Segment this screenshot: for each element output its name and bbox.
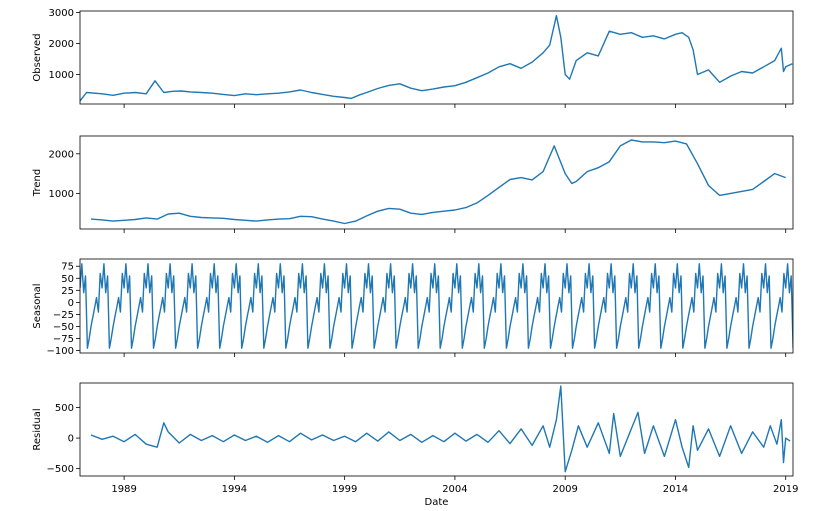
seasonal-ytick-label: −100 <box>47 346 74 357</box>
trend-ytick-label: 1000 <box>49 189 74 200</box>
xtick-label: 2009 <box>552 484 577 495</box>
panels-layer: 1000 2000 3000 Observed 1000 2000 Trend −100−75… <box>32 8 798 495</box>
seasonal-ytick-label: −75 <box>53 334 74 345</box>
trend-series-line <box>90 139 786 225</box>
panel-trend: 1000 2000 Trend <box>32 135 794 233</box>
xtick-label: 2019 <box>773 484 798 495</box>
xtick-label: 1999 <box>332 484 357 495</box>
observed-ytick-label: 1000 <box>49 70 74 81</box>
residual-ytick-label: 500 <box>55 403 74 414</box>
observed-series-line <box>80 15 793 102</box>
residual-axes-frame <box>79 382 794 477</box>
seasonal-ytick-label: −50 <box>53 322 74 333</box>
panel-residual: −500 0 500 1989 1994 1999 2004 2009 2014 2019 Resi… <box>32 382 798 495</box>
trend-axes-frame <box>79 135 794 230</box>
residual-ylabel: Residual <box>32 408 43 450</box>
panel-observed: 1000 2000 3000 Observed <box>32 8 794 108</box>
seasonal-axes-frame <box>79 258 794 354</box>
observed-axes-frame <box>79 10 794 105</box>
seasonal-series-line <box>80 263 793 349</box>
seasonal-ylabel: Seasonal <box>32 283 43 328</box>
seasonal-ytick-label: 25 <box>61 286 74 297</box>
x-axis-label: Date <box>425 497 449 508</box>
residual-ytick-label: 0 <box>68 434 74 445</box>
observed-ytick-label: 2000 <box>49 39 74 50</box>
xtick-label: 1989 <box>111 484 136 495</box>
xtick-label: 2004 <box>442 484 467 495</box>
trend-ylabel: Trend <box>32 169 43 197</box>
residual-series-line <box>90 385 791 473</box>
seasonal-ytick-label: 0 <box>68 298 74 309</box>
observed-ylabel: Observed <box>32 33 43 81</box>
seasonal-ytick-label: 50 <box>61 274 74 285</box>
trend-ytick-label: 2000 <box>49 149 74 160</box>
xtick-label: 2014 <box>663 484 688 495</box>
observed-ytick-label: 3000 <box>49 8 74 19</box>
xtick-label: 1994 <box>222 484 247 495</box>
residual-ytick-label: −500 <box>47 464 74 475</box>
seasonal-ytick-label: −25 <box>53 310 74 321</box>
seasonal-ytick-label: 75 <box>61 262 74 273</box>
